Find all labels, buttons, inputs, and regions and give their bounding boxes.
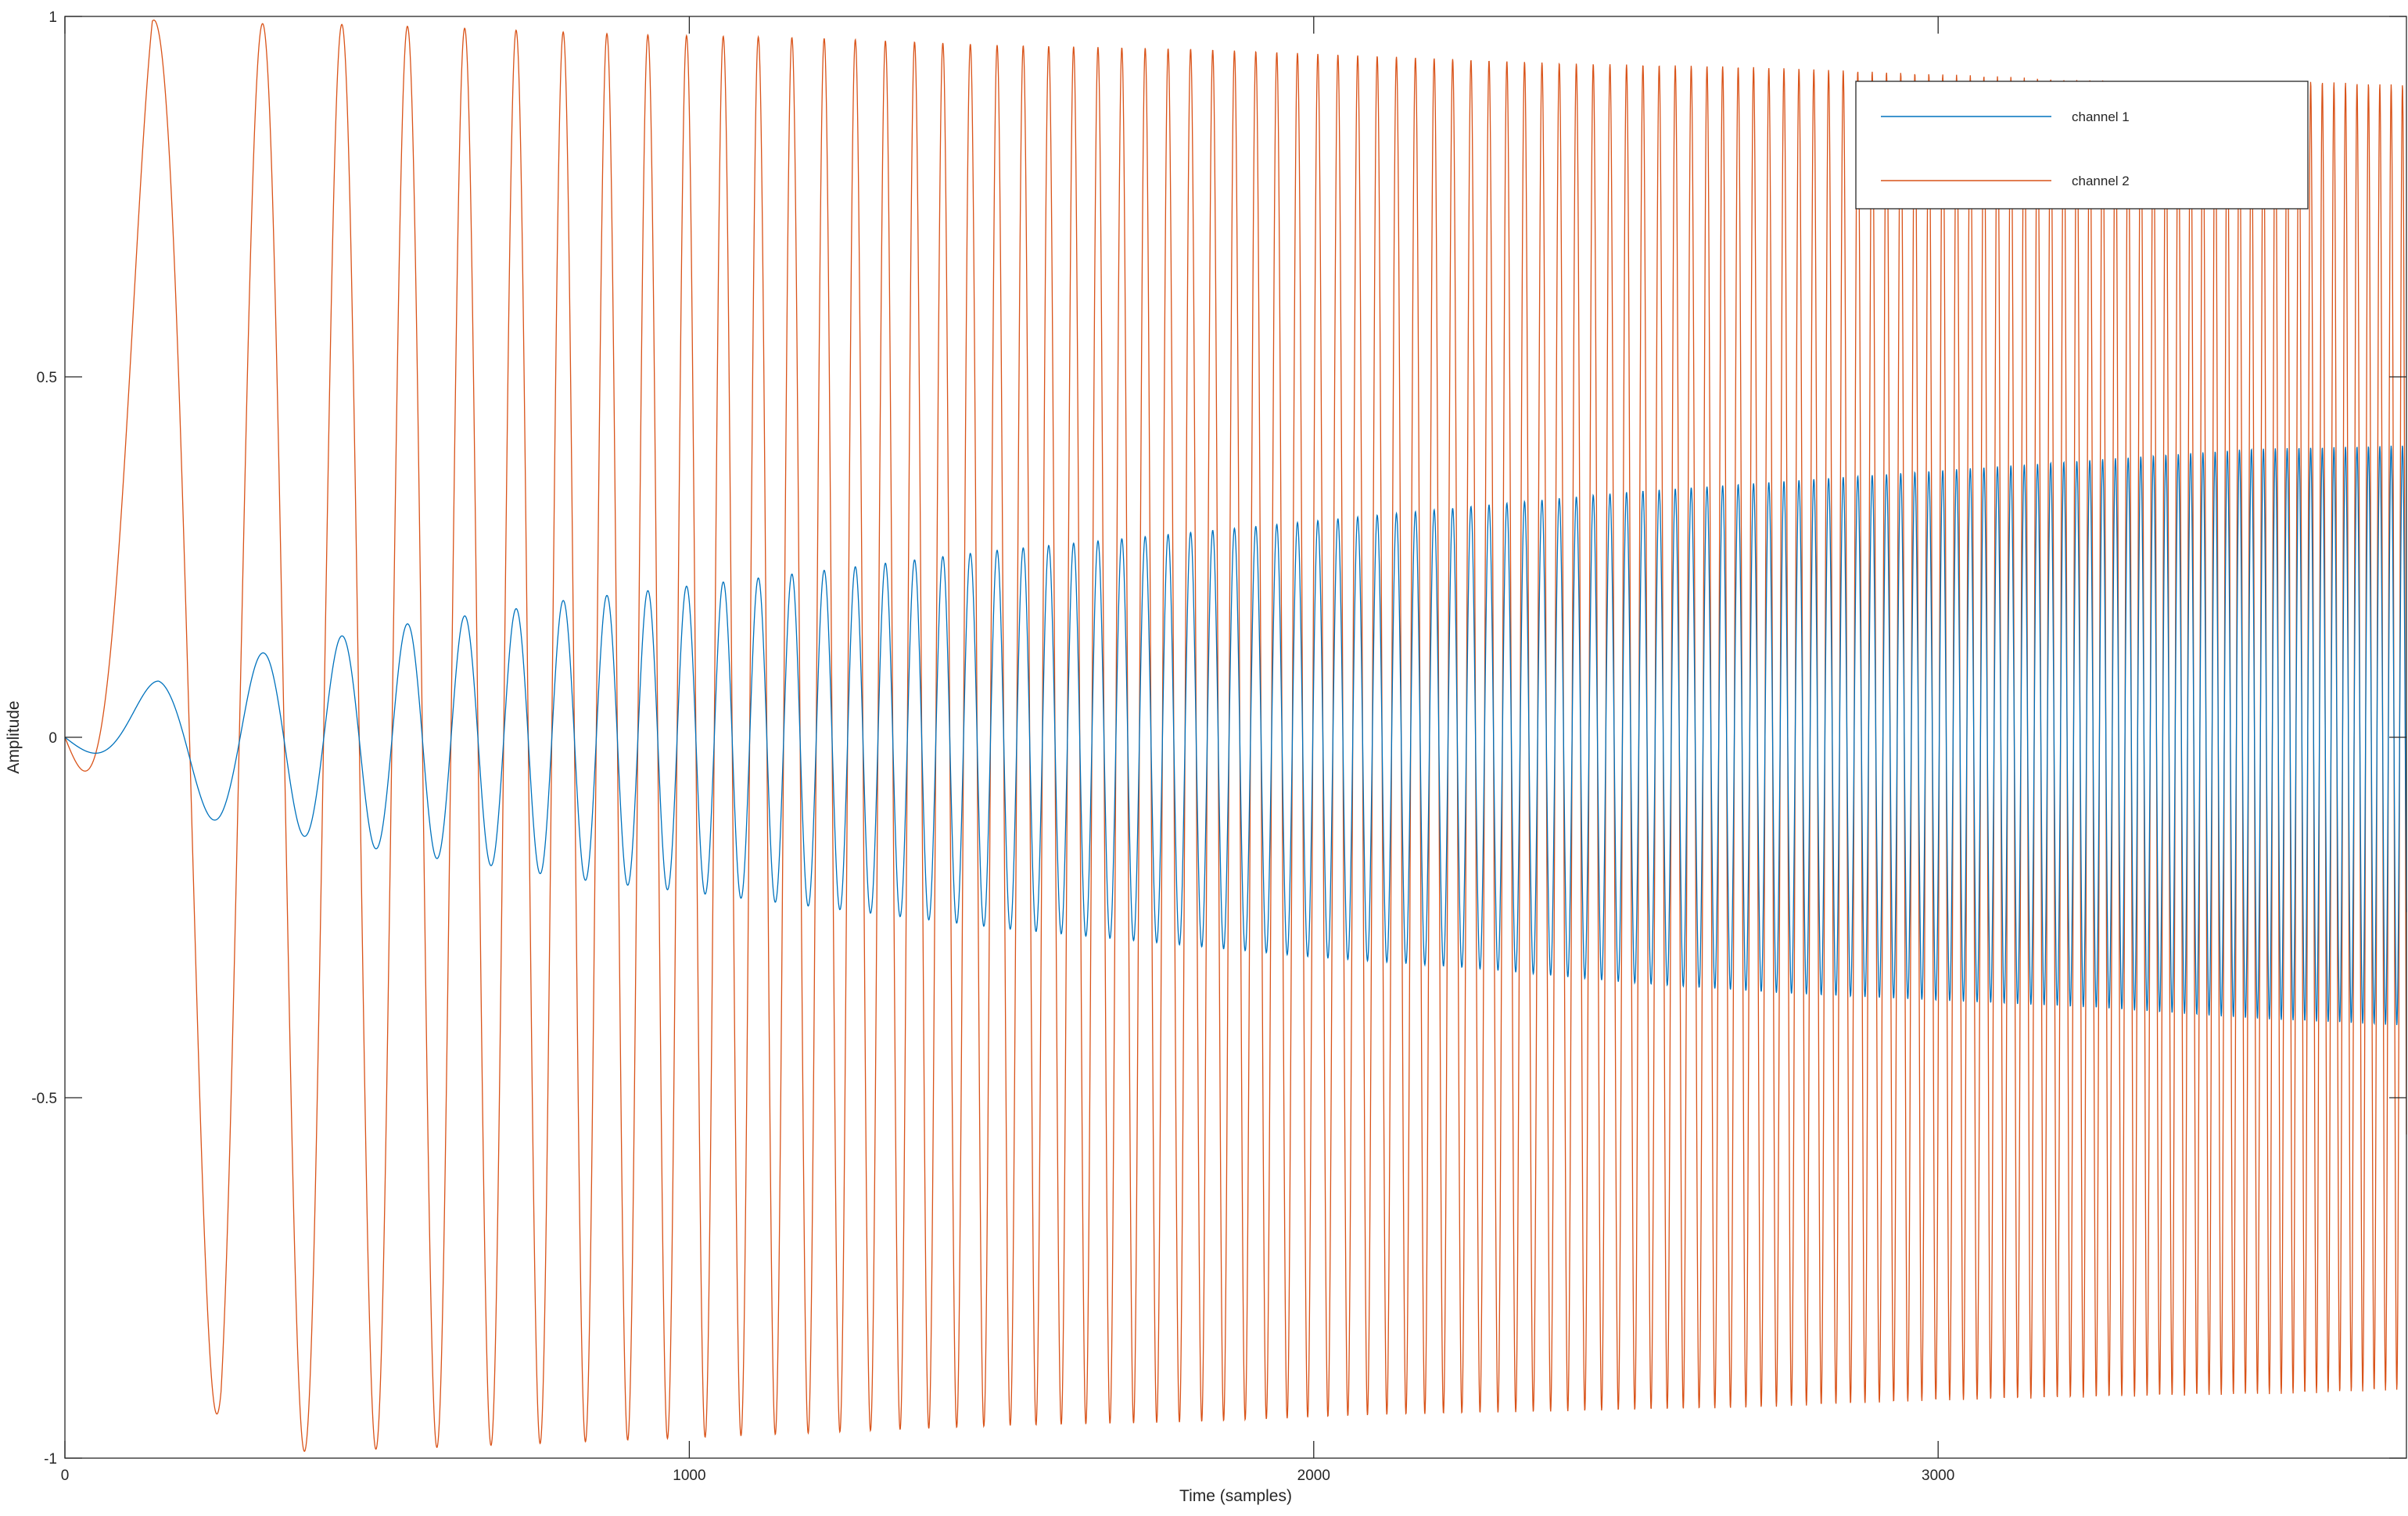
series-line-1 [64,445,2407,1026]
y-tick-label: 0.5 [37,370,57,386]
legend-entry-label: channel 1 [2072,109,2130,124]
series-layer [64,20,2407,1453]
y-tick-label: -0.5 [31,1091,57,1107]
x-tick-label: 0 [61,1468,70,1484]
legend[interactable]: channel 1 channel 2 [1855,81,2309,210]
ticks-layer: 0 1000 2000 3000 -1 -0.5 0 0.5 1 [31,9,2406,1484]
y-tick-label: 0 [48,730,57,747]
legend-entry-label: channel 2 [2072,174,2130,188]
x-tick-label: 3000 [1922,1468,1954,1484]
x-tick-label: 2000 [1297,1468,1330,1484]
y-tick-label: 1 [48,9,57,26]
y-tick-label: -1 [44,1451,57,1468]
series-line-2 [64,20,2407,1453]
x-axis-label: Time (samples) [1179,1487,1292,1505]
y-axis-label: Amplitude [5,701,23,773]
legend-box [1855,81,2309,210]
x-tick-label: 1000 [673,1468,705,1484]
plot-area: 0 1000 2000 3000 -1 -0.5 0 0.5 1 [31,9,2407,1484]
